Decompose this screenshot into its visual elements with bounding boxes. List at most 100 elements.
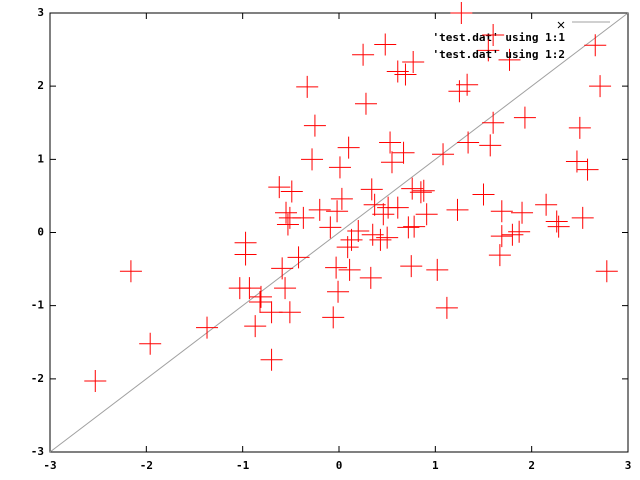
y-tick-label: 3 <box>37 6 44 19</box>
point-cross <box>139 332 162 355</box>
point-cross <box>271 257 294 280</box>
point-cross <box>432 143 455 166</box>
point-cross <box>372 203 395 226</box>
point-cross <box>374 33 397 56</box>
point-cross <box>576 158 599 181</box>
point-cross <box>327 280 350 303</box>
point-cross <box>568 116 591 139</box>
point-cross <box>412 179 435 202</box>
point-cross <box>328 156 351 179</box>
point-cross <box>276 213 299 236</box>
point-cross <box>84 370 107 393</box>
point-cross <box>234 243 257 266</box>
point-cross <box>400 255 423 278</box>
point-cross <box>280 180 303 203</box>
point-cross <box>274 277 297 300</box>
x-tick-label: -2 <box>140 459 153 472</box>
point-cross <box>292 206 315 229</box>
point-cross <box>446 198 469 221</box>
point-cross <box>296 75 319 98</box>
point-cross <box>249 285 272 308</box>
point-cross <box>308 198 331 221</box>
point-cross <box>415 203 438 226</box>
point-cross <box>337 136 360 159</box>
point-cross <box>260 348 283 371</box>
point-cross <box>249 291 272 314</box>
point-cross <box>359 266 382 289</box>
y-tick-label: 1 <box>37 152 44 165</box>
point-cross <box>488 244 511 267</box>
point-cross <box>319 216 342 239</box>
point-cross <box>595 260 618 283</box>
y-tick-label: 2 <box>37 79 44 92</box>
point-cross <box>352 43 375 66</box>
y-tick-label: 0 <box>37 226 44 239</box>
point-cross <box>325 256 348 279</box>
point-cross <box>301 148 324 171</box>
point-cross <box>244 315 267 338</box>
point-cross <box>360 178 383 201</box>
point-cross <box>535 193 558 216</box>
x-tick-label: 0 <box>336 459 343 472</box>
point-cross <box>401 177 424 200</box>
point-cross <box>402 51 425 74</box>
point-cross <box>482 23 505 46</box>
diagonal-line <box>49 12 629 453</box>
point-cross <box>322 306 345 329</box>
point-cross <box>369 228 392 251</box>
legend-label: 'test.dat' using 1:2 <box>433 48 565 61</box>
x-tick-label: -1 <box>236 459 250 472</box>
point-cross <box>354 92 377 115</box>
point-cross <box>547 215 570 238</box>
point-cross <box>482 111 505 134</box>
point-cross <box>490 225 513 248</box>
point-cross <box>386 196 409 219</box>
point-cross <box>392 141 415 164</box>
point-cross <box>238 277 261 300</box>
point-cross <box>472 183 495 206</box>
point-cross <box>501 223 524 246</box>
point-cross <box>565 150 588 173</box>
point-cross <box>338 258 361 281</box>
point-cross <box>584 34 607 57</box>
point-cross <box>326 200 349 223</box>
point-cross <box>363 193 386 216</box>
point-cross <box>456 73 479 96</box>
y-tick-label: -2 <box>31 372 44 385</box>
point-cross <box>511 201 534 224</box>
point-cross <box>571 206 594 229</box>
point-cross <box>545 210 568 233</box>
point-cross <box>457 131 480 154</box>
point-cross <box>477 39 500 62</box>
y-tick-label: -3 <box>31 445 44 458</box>
point-cross <box>275 201 298 224</box>
point-cross <box>330 187 353 210</box>
point-cross <box>196 316 219 339</box>
point-cross <box>394 63 417 86</box>
x-tick-label: -3 <box>43 459 56 472</box>
point-cross <box>409 181 432 204</box>
point-cross <box>508 220 531 243</box>
legend-label: 'test.dat' using 1:1 <box>433 31 566 44</box>
x-tick-label: 1 <box>432 459 439 472</box>
point-cross <box>403 215 426 238</box>
point-cross <box>340 228 363 251</box>
point-cross <box>260 301 283 324</box>
point-cross <box>119 260 142 283</box>
point-cross <box>490 200 513 223</box>
point-cross <box>287 246 310 269</box>
point-cross <box>450 2 473 24</box>
point-cross <box>379 131 402 154</box>
y-tick-label: -1 <box>31 299 45 312</box>
x-tick-label: 2 <box>528 459 535 472</box>
point-cross <box>426 258 449 281</box>
point-cross <box>397 216 420 239</box>
point-cross <box>380 151 403 174</box>
point-cross <box>435 296 458 319</box>
x-tick-label: 3 <box>625 459 632 472</box>
point-cross <box>589 75 612 98</box>
point-cross <box>268 176 291 199</box>
legend-sample <box>557 21 565 29</box>
